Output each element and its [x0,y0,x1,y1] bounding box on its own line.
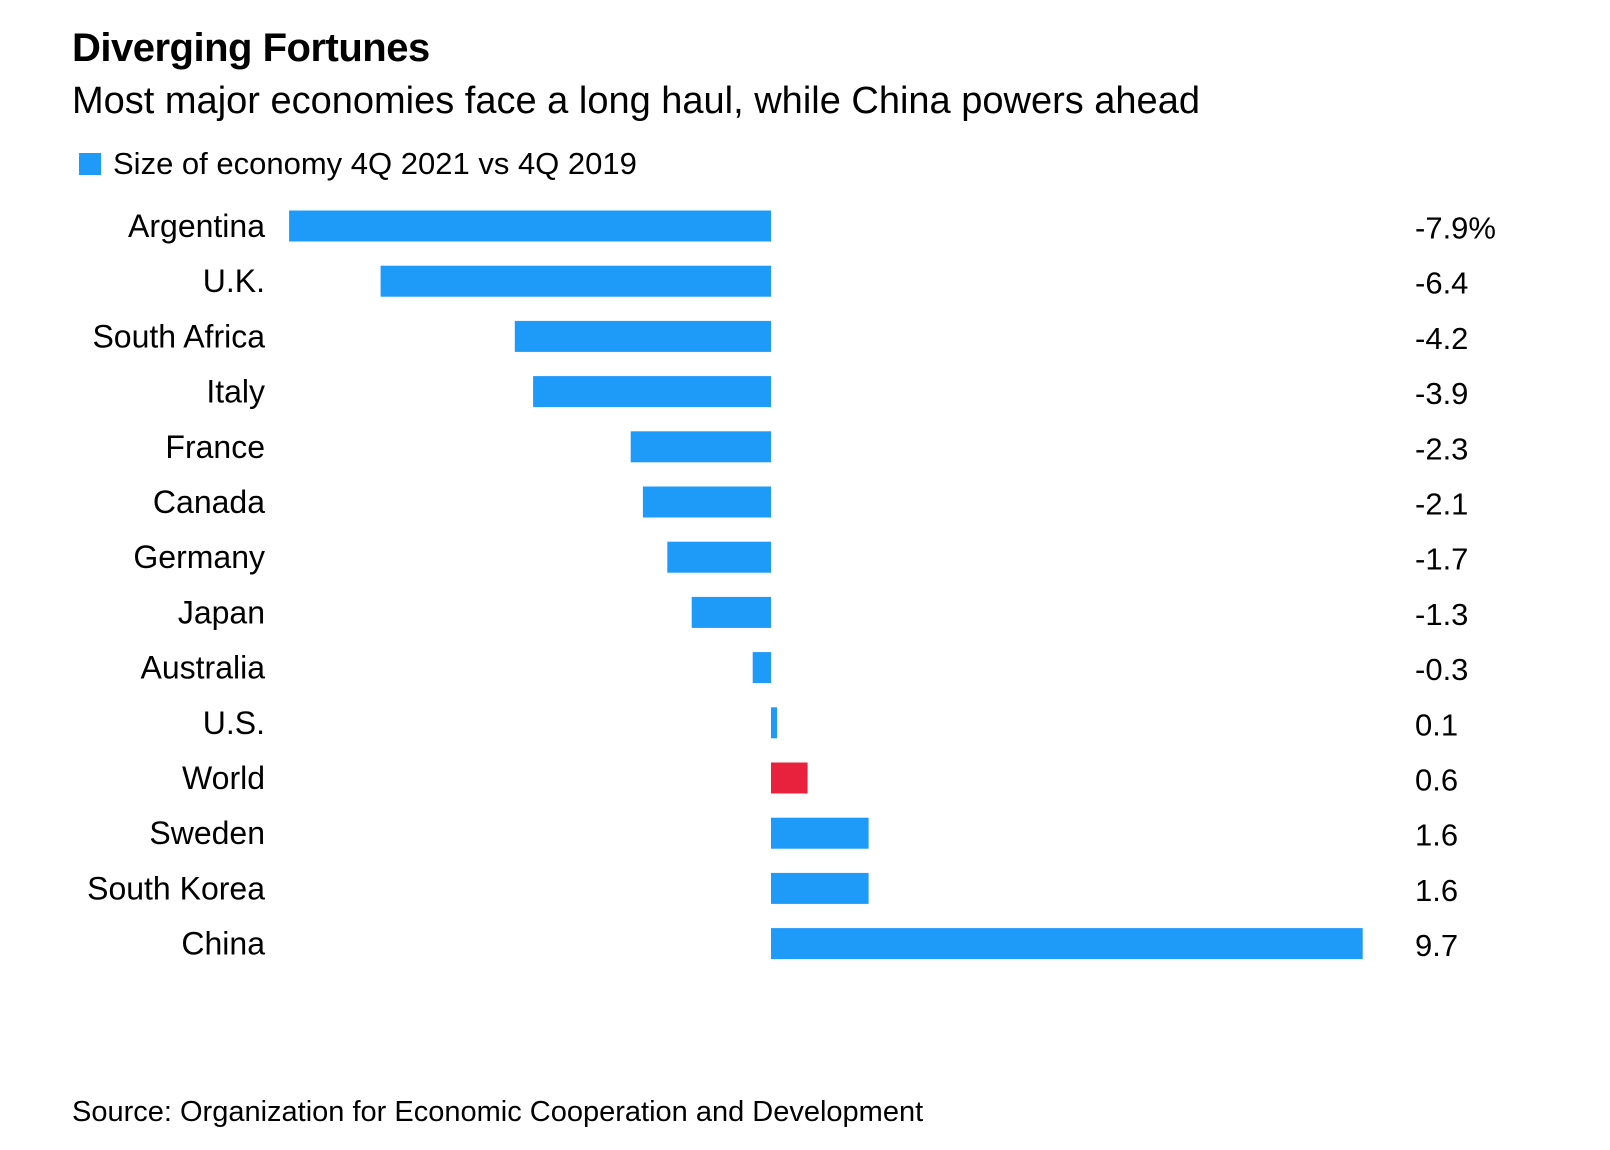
bar-argentina [289,210,771,242]
value-label-u-s: 0.1 [1415,707,1458,742]
category-label-china: China [181,926,265,962]
bar-south-africa [514,320,771,352]
category-label-south-korea: South Korea [87,870,265,906]
value-label-japan: -1.3 [1415,597,1468,632]
bar-u-s [771,707,778,739]
chart-subtitle: Most major economies face a long haul, w… [72,80,1200,122]
category-label-italy: Italy [206,374,265,410]
category-label-sweden: Sweden [149,815,265,851]
bar-canada [642,486,771,518]
bar-france [630,431,771,463]
bar-italy [533,376,771,408]
category-label-canada: Canada [153,484,265,520]
bar-sweden [771,817,869,849]
category-label-japan: Japan [178,594,265,630]
value-label-south-korea: 1.6 [1415,873,1458,908]
legend-swatch [79,153,101,175]
value-label-germany: -1.7 [1415,542,1468,577]
bar-world [771,762,808,794]
bar-u-k [380,265,771,297]
category-label-australia: Australia [141,650,266,686]
bar-south-korea [771,872,869,904]
category-label-argentina: Argentina [128,208,265,244]
category-label-u-s: U.S. [203,705,265,741]
value-label-u-k: -6.4 [1415,266,1468,301]
category-label-u-k: U.K. [203,263,265,299]
bar-germany [667,541,771,573]
legend: Size of economy 4Q 2021 vs 4Q 2019 [79,146,637,182]
category-label-south-africa: South Africa [92,318,265,354]
value-label-france: -2.3 [1415,431,1468,466]
value-label-china: 9.7 [1415,928,1458,963]
value-label-italy: -3.9 [1415,376,1468,411]
bar-japan [691,596,771,628]
source-note: Source: Organization for Economic Cooper… [72,1096,924,1128]
chart-title: Diverging Fortunes [72,26,430,70]
value-label-world: 0.6 [1415,763,1458,798]
legend-label: Size of economy 4Q 2021 vs 4Q 2019 [113,146,637,181]
category-label-world: World [182,760,265,796]
value-label-australia: -0.3 [1415,652,1468,687]
value-label-sweden: 1.6 [1415,818,1458,853]
category-label-germany: Germany [133,539,265,575]
value-label-canada: -2.1 [1415,487,1468,522]
value-label-south-africa: -4.2 [1415,321,1468,356]
value-label-argentina: -7.9% [1415,211,1496,246]
bar-australia [752,652,771,684]
bar-china [771,928,1363,960]
category-label-france: France [165,429,265,465]
